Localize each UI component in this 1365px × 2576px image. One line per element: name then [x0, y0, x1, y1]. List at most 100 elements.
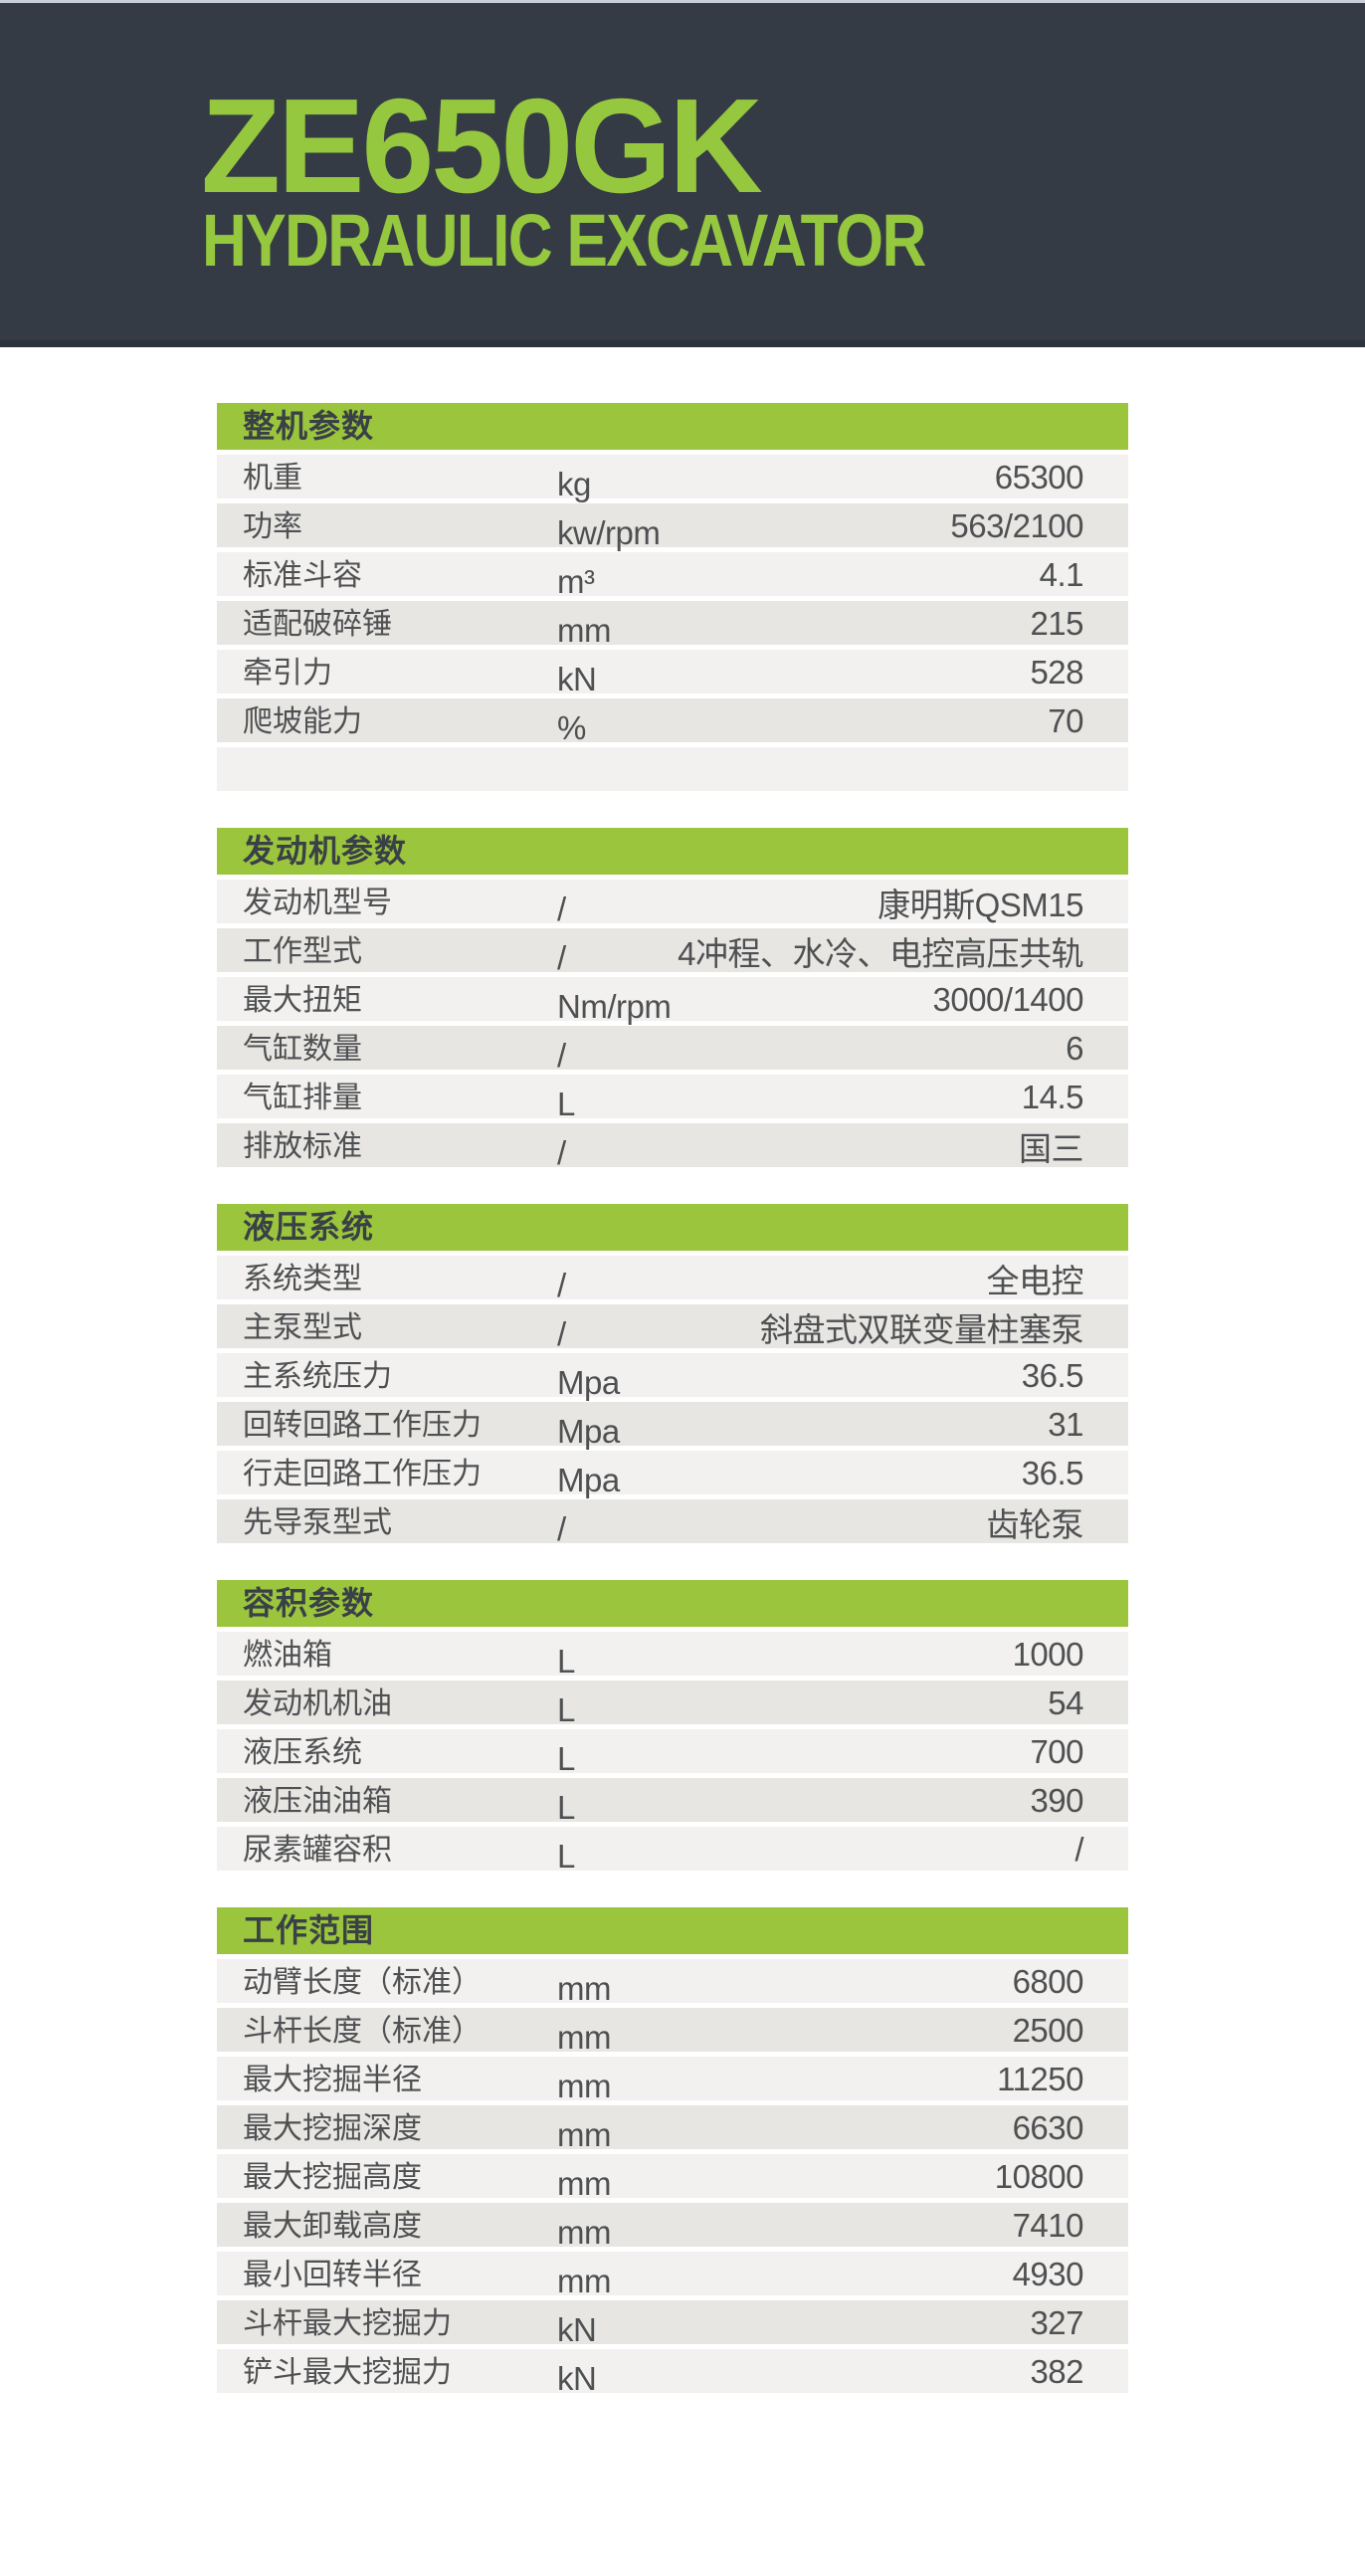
spec-unit: m³ [557, 563, 595, 600]
spec-value: / [1074, 1831, 1083, 1868]
model-subtitle: HYDRAULIC EXCAVATOR [202, 199, 926, 282]
spec-label: 动臂长度（标准） [243, 1966, 482, 1999]
spec-row: 动臂长度（标准） mm 6800 [217, 1959, 1128, 2007]
spec-unit: mm [557, 2116, 611, 2153]
spec-row: 标准斗容 m³ 4.1 [217, 552, 1128, 600]
spec-unit: / [557, 1267, 566, 1303]
spec-row: 牵引力 kN 528 [217, 650, 1128, 697]
spec-unit: mm [557, 2019, 611, 2056]
spec-value: 6800 [1012, 1963, 1084, 2000]
spec-label: 铲斗最大挖掘力 [243, 2356, 452, 2389]
spec-row: 尿素罐容积 L / [217, 1827, 1128, 1875]
spec-row: 主系统压力 Mpa 36.5 [217, 1353, 1128, 1401]
spec-unit: mm [557, 2214, 611, 2251]
spec-value: 全电控 [986, 1263, 1084, 1299]
spec-value: 382 [1030, 2353, 1083, 2390]
spec-unit: L [557, 1789, 575, 1826]
spec-value: 6 [1066, 1030, 1083, 1067]
spec-section: 容积参数 燃油箱 L 1000 发动机机油 L 54 液压系统 L 700 液压油油箱 L 390 尿素罐… [217, 1580, 1128, 1875]
spec-label: 斗杆最大挖掘力 [243, 2307, 452, 2340]
spec-label: 先导泵型式 [243, 1506, 392, 1539]
spec-value: 11250 [997, 2061, 1083, 2097]
spec-unit: mm [557, 2263, 611, 2299]
spec-label: 最大扭矩 [243, 984, 362, 1017]
spec-value: 国三 [1019, 1130, 1084, 1167]
spec-label: 液压系统 [243, 1736, 362, 1769]
spec-label: 主系统压力 [243, 1360, 392, 1393]
spec-unit: L [557, 1740, 575, 1777]
spec-value: 390 [1030, 1782, 1083, 1819]
spec-section: 工作范围 动臂长度（标准） mm 6800 斗杆长度（标准） mm 2500 最大挖掘半径 mm… [217, 1907, 1128, 2397]
spec-value: 斜盘式双联变量柱塞泵 [760, 1311, 1084, 1348]
spec-unit: kN [557, 2360, 597, 2397]
spec-label: 行走回路工作压力 [243, 1458, 482, 1490]
spec-row: 爬坡能力% 70 [217, 698, 1128, 746]
spec-row: 系统类型 / 全电控 [217, 1256, 1128, 1303]
spec-value: 4.1 [1039, 556, 1084, 593]
spec-row: 最大卸载高度 mm 7410 [217, 2203, 1128, 2251]
section-title: 液压系统 [217, 1204, 1128, 1251]
spec-row: 主泵型式 / 斜盘式双联变量柱塞泵 [217, 1304, 1128, 1352]
section-title: 容积参数 [217, 1580, 1128, 1627]
spec-row: 液压油油箱 L 390 [217, 1778, 1128, 1826]
spec-unit: Nm/rpm [557, 988, 672, 1025]
spec-unit: / [557, 1315, 566, 1352]
spec-value: 54 [1048, 1684, 1083, 1721]
spec-unit: L [557, 1838, 575, 1875]
spec-row: 气缸数量 / 6 [217, 1026, 1128, 1074]
spec-label: 排放标准 [243, 1130, 362, 1163]
spec-value: 1000 [1012, 1636, 1084, 1673]
spec-row: 先导泵型式 / 齿轮泵 [217, 1499, 1128, 1547]
spec-label: 爬坡能力 [243, 705, 362, 738]
spec-unit: L [557, 1086, 575, 1122]
spec-row: 斗杆长度（标准） mm 2500 [217, 2008, 1128, 2056]
spec-unit: % [557, 709, 586, 746]
spec-row: 铲斗最大挖掘力 kN 382 [217, 2349, 1128, 2397]
spec-label: 发动机机油 [243, 1687, 392, 1720]
spec-value: 4冲程、水冷、电控高压共轨 [678, 935, 1083, 972]
spec-label: 最大挖掘半径 [243, 2064, 422, 2096]
spec-unit: / [557, 891, 566, 927]
spec-unit: Mpa [557, 1462, 620, 1498]
spec-value: 215 [1030, 605, 1083, 642]
spec-section: 发动机参数 发动机型号 / 康明斯QSM15 工作型式 / 4冲程、水冷、电控高压共轨 最大扭… [217, 828, 1128, 1171]
spec-value: 2500 [1012, 2012, 1084, 2049]
spec-row: 液压系统 L 700 [217, 1729, 1128, 1777]
spec-value: 65300 [994, 459, 1084, 495]
spec-label: 主泵型式 [243, 1311, 362, 1344]
spec-value: 31 [1048, 1406, 1083, 1443]
spec-unit: Mpa [557, 1413, 620, 1450]
spec-unit: L [557, 1643, 575, 1680]
spec-label: 气缸排量 [243, 1082, 362, 1114]
spec-row: 行走回路工作压力 Mpa 36.5 [217, 1451, 1128, 1498]
spec-unit: kN [557, 2311, 597, 2348]
spec-section: 整机参数 机重 kg 65300 功率 kw/rpm 563/2100 标准斗容 m³ 4.1 适配… [217, 403, 1128, 791]
spec-label: 机重 [243, 462, 302, 495]
spec-row: 发动机型号 / 康明斯QSM15 [217, 880, 1128, 927]
spec-label: 最小回转半径 [243, 2259, 422, 2291]
section-title: 整机参数 [217, 403, 1128, 450]
spec-value: 563/2100 [950, 507, 1083, 544]
spec-value: 齿轮泵 [986, 1506, 1084, 1543]
spec-row: 燃油箱 L 1000 [217, 1632, 1128, 1680]
spec-label: 发动机型号 [243, 887, 392, 919]
spec-value: 7410 [1012, 2207, 1084, 2244]
spec-label: 最大挖掘深度 [243, 2112, 422, 2145]
spec-label: 斗杆长度（标准） [243, 2015, 482, 2048]
spec-unit: Mpa [557, 1364, 620, 1401]
spec-unit: / [557, 939, 566, 976]
spec-unit: mm [557, 612, 611, 649]
spec-row: 气缸排量 L 14.5 [217, 1075, 1128, 1122]
spec-row: 适配破碎锤 mm 215 [217, 601, 1128, 649]
spec-row: 最大挖掘深度 mm 6630 [217, 2105, 1128, 2153]
spec-row: 排放标准 / 国三 [217, 1123, 1128, 1171]
spec-label: 气缸数量 [243, 1033, 362, 1066]
spec-row: 最大挖掘高度 mm 10800 [217, 2154, 1128, 2202]
spec-label: 最大卸载高度 [243, 2210, 422, 2243]
spec-label: 牵引力 [243, 657, 332, 690]
spec-value: 36.5 [1021, 1455, 1084, 1491]
spec-label: 标准斗容 [243, 559, 362, 592]
spec-value: 700 [1030, 1733, 1083, 1770]
spec-unit: / [557, 1134, 566, 1171]
spec-value: 70 [1048, 702, 1083, 739]
